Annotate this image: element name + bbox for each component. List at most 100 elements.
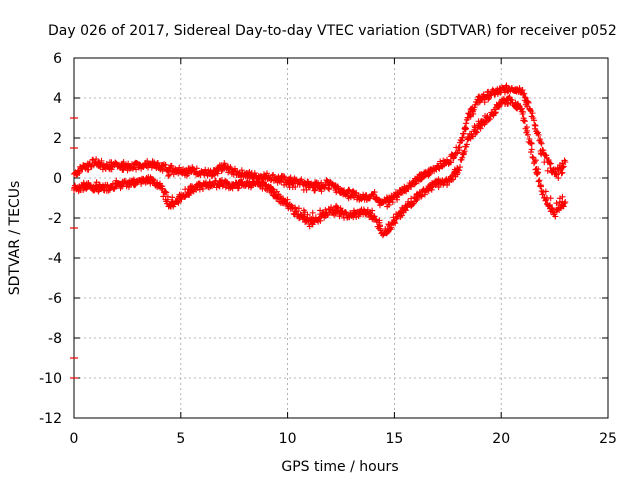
data-point-fill (217, 178, 224, 185)
data-point-fill (318, 179, 325, 186)
data-point-fill (489, 110, 496, 117)
data-point-fill (394, 194, 401, 201)
data-point-fill (443, 176, 450, 183)
data-point-fill (464, 133, 471, 140)
data-point-fill (233, 181, 240, 188)
data-point-fill (196, 180, 203, 187)
data-point-fill (485, 88, 492, 95)
data-point-fill (456, 147, 463, 154)
data-point-fill (240, 172, 247, 179)
data-point-fill (560, 203, 567, 210)
data-point-fill (492, 104, 499, 111)
data-point-fill (289, 184, 296, 191)
data-point-fill (470, 110, 477, 117)
data-point-fill (282, 200, 289, 207)
data-point-fill (528, 113, 535, 120)
data-point-fill (520, 108, 527, 115)
x-tick-label: 0 (70, 431, 79, 447)
data-point-fill (85, 161, 92, 168)
data-point-fill (346, 187, 353, 194)
data-point-fill (364, 206, 371, 213)
data-point-fill (201, 171, 208, 178)
data-point-fill (403, 188, 410, 195)
data-point-fill (494, 90, 501, 97)
data-point-fill (298, 176, 305, 183)
data-point-fill (335, 186, 342, 193)
data-point-fill (529, 110, 536, 117)
data-point-fill (98, 157, 105, 164)
data-point-fill (120, 159, 127, 166)
data-point-fill (159, 167, 166, 174)
data-point-fill (264, 174, 271, 181)
data-point-fill (219, 183, 226, 190)
y-tick-label: -2 (48, 211, 62, 227)
data-point-fill (175, 170, 182, 177)
data-point-fill (441, 160, 448, 167)
data-point-fill (149, 162, 156, 169)
y-tick-label: -4 (48, 251, 62, 267)
data-point-fill (399, 204, 406, 211)
data-point-fill (549, 169, 556, 176)
data-point-fill (504, 97, 511, 104)
data-point-fill (309, 209, 316, 216)
data-point-fill (236, 171, 243, 178)
data-point-fill (168, 201, 175, 208)
grid (74, 58, 608, 418)
data-point-fill (373, 216, 380, 223)
x-axis-label: GPS time / hours (281, 459, 398, 475)
x-tick-label: 5 (176, 431, 185, 447)
data-point-fill (214, 168, 221, 175)
data-point-fill (544, 167, 551, 174)
data-point-fill (113, 177, 120, 184)
data-point-fill (521, 97, 528, 104)
data-point-fill (291, 204, 298, 211)
data-point-fill (339, 188, 346, 195)
data-point-fill (189, 167, 196, 174)
data-point-fill (343, 190, 350, 197)
data-point-fill (187, 184, 194, 191)
y-tick-label: -8 (48, 331, 62, 347)
data-point-fill (79, 165, 86, 172)
data-point-fill (142, 177, 149, 184)
data-point-fill (112, 160, 119, 167)
data-point-fill (391, 217, 398, 224)
data-point-fill (462, 124, 469, 131)
data-point-fill (559, 164, 566, 171)
data-point-fill (209, 180, 216, 187)
data-point-fill (304, 211, 311, 218)
data-point-fill (250, 174, 257, 181)
data-point-fill (156, 180, 163, 187)
plot-frame (73, 57, 609, 419)
data-point-fill (535, 131, 542, 138)
x-tick-label: 10 (279, 431, 297, 447)
data-point-fill (395, 210, 402, 217)
data-point-fill (459, 154, 466, 161)
data-point-fill (542, 188, 549, 195)
data-point-fill (358, 207, 365, 214)
data-point-fill (463, 141, 470, 148)
data-point-fill (543, 194, 550, 201)
data-point-fill (531, 125, 538, 132)
data-point-fill (292, 176, 299, 183)
data-point-fill (85, 179, 92, 186)
data-point-fill (520, 115, 527, 122)
data-point-fill (166, 171, 173, 178)
data-point-fill (521, 90, 528, 97)
data-point-fill (552, 213, 559, 220)
data-point-fill (417, 176, 424, 183)
data-point-fill (518, 105, 525, 112)
x-tick-label: 20 (492, 431, 510, 447)
data-point-fill (88, 162, 95, 169)
data-point-fill (483, 114, 490, 121)
data-point-fill (377, 199, 384, 206)
data-point-fill (365, 195, 372, 202)
data-point-fill (104, 163, 111, 170)
data-point-fill (471, 123, 478, 130)
x-tick-label: 25 (599, 431, 617, 447)
data-point-fill (386, 198, 393, 205)
data-point-fill (543, 152, 550, 159)
data-point-fill (477, 119, 484, 126)
data-point-fill (429, 179, 436, 186)
data-point-fill (486, 116, 493, 123)
